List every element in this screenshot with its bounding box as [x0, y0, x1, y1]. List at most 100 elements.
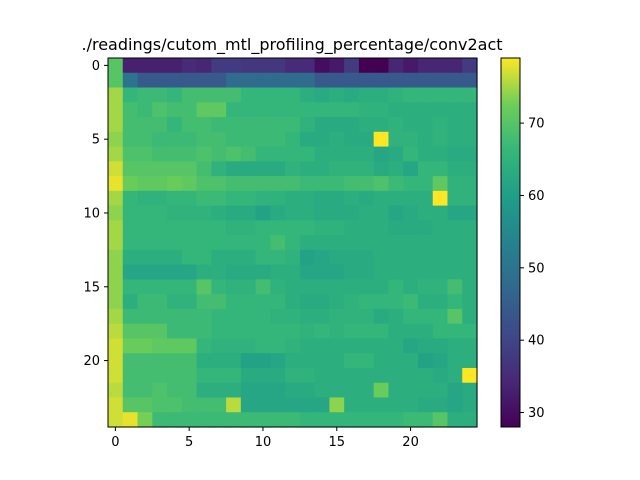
heatmap-cell — [122, 323, 139, 340]
heatmap-cell — [122, 235, 139, 251]
heatmap-cell — [417, 308, 434, 325]
heatmap-cell — [181, 235, 198, 251]
colorbar — [500, 57, 521, 428]
heatmap-cell — [226, 146, 242, 162]
heatmap-cell — [167, 308, 183, 325]
heatmap-cell — [211, 382, 227, 399]
heatmap-cell — [417, 397, 434, 413]
heatmap-cell — [196, 382, 212, 399]
heatmap-cell — [152, 131, 168, 148]
heatmap-cell — [432, 161, 449, 177]
heatmap-cell — [299, 72, 316, 89]
heatmap-cell — [285, 323, 301, 340]
heatmap-cell — [329, 264, 345, 280]
heatmap-cell — [447, 382, 463, 399]
heatmap-cell — [299, 146, 316, 162]
heatmap-cell — [403, 161, 419, 177]
heatmap-cell — [358, 58, 375, 74]
heatmap-cell — [226, 279, 242, 295]
heatmap-cell — [137, 323, 153, 340]
heatmap-cell — [152, 353, 168, 369]
heatmap-cell — [196, 249, 212, 266]
heatmap-cell — [240, 294, 257, 310]
heatmap-cell — [255, 87, 271, 103]
heatmap-cell — [299, 220, 316, 236]
heatmap-cell — [344, 146, 360, 162]
heatmap-cell — [403, 220, 419, 236]
heatmap-cell — [417, 205, 434, 221]
heatmap-cell — [314, 294, 330, 310]
heatmap-cell — [270, 294, 286, 310]
heatmap-cell — [417, 264, 434, 280]
heatmap-cell — [447, 308, 463, 325]
heatmap-cell — [240, 264, 257, 280]
heatmap-cell — [122, 308, 139, 325]
heatmap-cell — [108, 279, 124, 295]
heatmap-cell — [403, 264, 419, 280]
heatmap-cell — [462, 131, 478, 148]
heatmap-cell — [462, 397, 478, 413]
heatmap-cell — [432, 382, 449, 399]
heatmap-cell — [388, 220, 404, 236]
heatmap-cell — [462, 87, 478, 103]
heatmap-cell — [211, 294, 227, 310]
heatmap-cell — [388, 146, 404, 162]
heatmap-cell — [255, 58, 271, 74]
heatmap-cell — [299, 176, 316, 192]
heatmap-cell — [167, 131, 183, 148]
heatmap-cell — [344, 117, 360, 133]
heatmap-cell — [358, 264, 375, 280]
heatmap-cell — [373, 117, 390, 133]
heatmap-cell — [373, 412, 390, 428]
heatmap-cell — [240, 161, 257, 177]
heatmap-cell — [344, 264, 360, 280]
heatmap-cell — [329, 58, 345, 74]
heatmap-cell — [196, 117, 212, 133]
heatmap-cell — [462, 367, 478, 384]
heatmap-cell — [181, 249, 198, 266]
x-tick-label: 0 — [111, 435, 119, 450]
heatmap-cell — [152, 146, 168, 162]
heatmap-cell — [329, 235, 345, 251]
heatmap-cell — [403, 102, 419, 118]
heatmap-cell — [462, 235, 478, 251]
heatmap-cell — [270, 338, 286, 354]
heatmap-cell — [344, 220, 360, 236]
heatmap-cell — [108, 367, 124, 384]
heatmap-cell — [167, 353, 183, 369]
heatmap-cell — [358, 353, 375, 369]
heatmap-cell — [196, 264, 212, 280]
heatmap-cell — [358, 397, 375, 413]
heatmap-cell — [196, 102, 212, 118]
heatmap-cell — [152, 367, 168, 384]
heatmap-cell — [240, 338, 257, 354]
heatmap-cell — [152, 235, 168, 251]
heatmap-cell — [270, 412, 286, 428]
x-tick-label: 10 — [255, 435, 272, 450]
x-tick-label: 5 — [185, 435, 193, 450]
heatmap-cell — [388, 87, 404, 103]
heatmap-cell — [344, 161, 360, 177]
heatmap-cell — [137, 249, 153, 266]
y-axis: 0 5 10 15 20 — [83, 59, 108, 369]
heatmap-cell — [240, 323, 257, 340]
heatmap-cell — [358, 176, 375, 192]
heatmap-cell — [211, 205, 227, 221]
heatmap-cell — [255, 146, 271, 162]
heatmap-cell — [462, 205, 478, 221]
heatmap-cell — [285, 338, 301, 354]
heatmap-cell — [181, 338, 198, 354]
heatmap-cell — [403, 176, 419, 192]
heatmap-cell — [255, 279, 271, 295]
heatmap-cell — [181, 264, 198, 280]
heatmap-cell — [447, 205, 463, 221]
heatmap-cell — [122, 249, 139, 266]
heatmap-cell — [181, 205, 198, 221]
heatmap-cell — [373, 338, 390, 354]
heatmap-cell — [240, 58, 257, 74]
heatmap-cell — [240, 249, 257, 266]
heatmap-cell — [344, 249, 360, 266]
heatmap-cell — [447, 146, 463, 162]
heatmap-cell — [152, 279, 168, 295]
heatmap-cell — [344, 190, 360, 207]
